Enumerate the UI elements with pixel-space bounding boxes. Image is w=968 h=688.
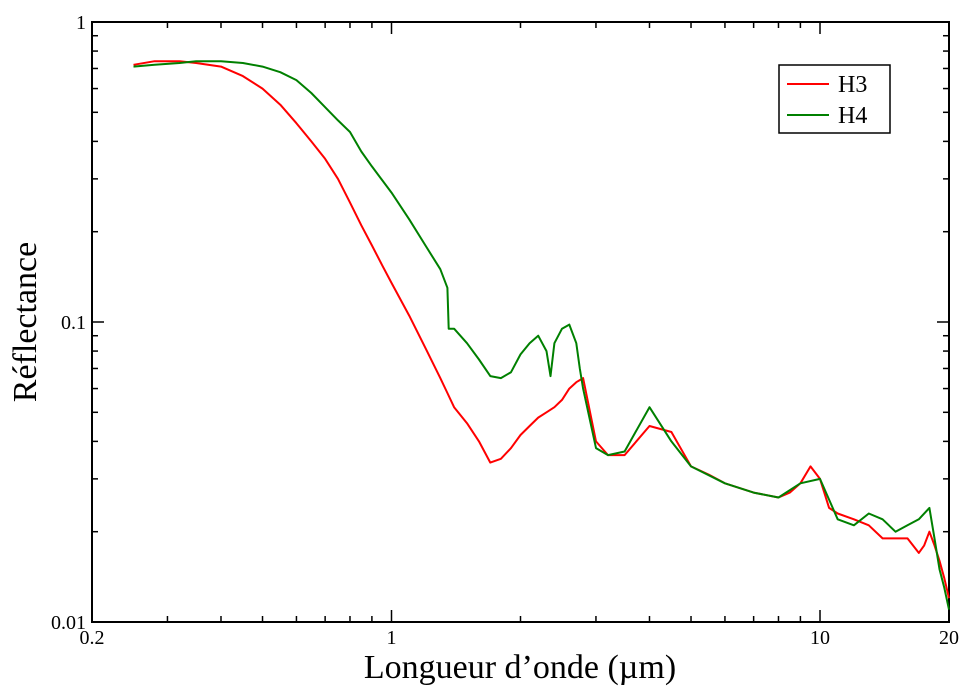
axis-tick-labels: 0.2 1 10 20 0.01 0.1 1: [51, 12, 959, 649]
x-tick-label: 1: [387, 627, 397, 649]
series-line-h4: [133, 60, 950, 610]
x-axis-title: Longueur d’onde (µm): [364, 649, 676, 686]
series-line-h3: [133, 60, 950, 599]
y-tick-label: 1: [76, 12, 86, 34]
y-tick-label: 0.1: [61, 312, 86, 334]
legend-label-h4: H4: [838, 103, 867, 129]
x-tick-label: 10: [810, 627, 830, 649]
y-tick-label: 0.01: [51, 612, 86, 634]
x-tick-label: 20: [939, 627, 959, 649]
legend: H3 H4: [778, 64, 891, 134]
series-lines: [133, 60, 950, 610]
x-tick-label: 0.2: [80, 627, 105, 649]
y-axis-title: Réflectance: [7, 242, 44, 402]
axis-ticks: [91, 21, 950, 623]
legend-label-h3: H3: [838, 72, 867, 98]
legend-box: [778, 64, 891, 134]
